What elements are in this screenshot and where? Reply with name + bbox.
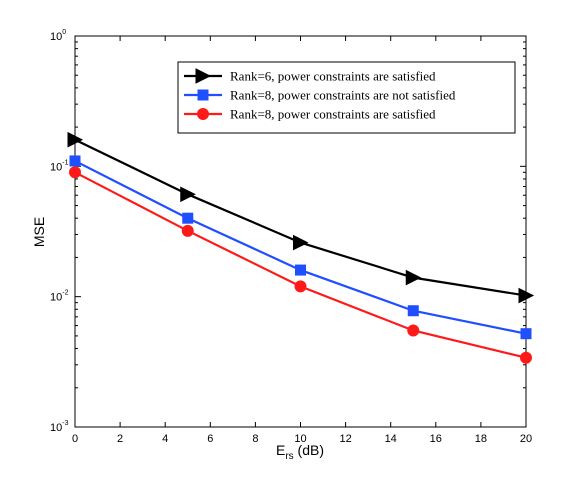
x-tick-label: 6 [207,433,213,445]
legend-marker [197,89,209,101]
data-point [181,224,194,237]
x-axis-title-unit: (dB) [294,442,324,458]
legend-item: Rank=8, power constraints are satisfied [184,107,436,122]
x-tick-label: 14 [385,433,397,445]
legend-marker [195,68,212,84]
series-line [74,159,527,335]
x-tick-label: 0 [72,433,78,445]
x-axis-title-main: E [276,442,285,458]
data-point [69,155,81,167]
x-axis-title-sub: rs [285,451,293,462]
x-tick-label: 18 [475,433,487,445]
x-tick-label: 16 [430,433,442,445]
y-tick-label: 100 [50,29,66,43]
y-tick-label: 10-1 [50,159,69,173]
legend-label: Rank=6, power constraints are satisfied [230,69,436,84]
data-point [520,328,532,340]
data-point [67,131,84,148]
legend-item: Rank=6, power constraints are satisfied [184,68,436,84]
data-point [407,305,419,317]
x-tick-label: 10 [294,433,306,445]
x-tick-label: 2 [117,433,123,445]
x-tick-label: 8 [252,433,258,445]
legend-label: Rank=8, power constraints are satisfied [230,107,436,122]
x-axis-title: Ers (dB) [276,442,324,462]
series-1 [67,131,535,304]
data-point [294,280,307,293]
data-point [520,351,532,364]
x-tick-label: 20 [520,433,532,445]
y-tick-label: 10-3 [50,420,69,434]
x-tick-label: 12 [339,433,351,445]
data-point [407,324,420,337]
legend-item: Rank=8, power constraints are not satisf… [184,88,456,103]
y-axis-title: MSE [31,217,47,247]
legend-label: Rank=8, power constraints are not satisf… [230,88,456,103]
data-point [293,234,309,251]
series-3 [69,166,532,364]
data-point [518,287,535,304]
y-tick-label: 10-2 [50,290,69,304]
legend-marker [197,108,209,120]
data-point [405,269,422,286]
legend-box [177,61,516,134]
data-point [182,212,194,224]
series-2 [69,155,532,340]
data-point [69,166,81,179]
data-point [295,264,306,276]
data-point [180,186,196,203]
x-tick-label: 4 [162,433,168,445]
